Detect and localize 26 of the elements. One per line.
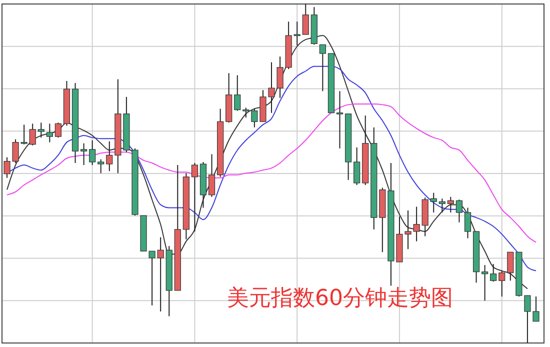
candlestick [507, 252, 514, 282]
candlestick [302, 4, 309, 36]
candlestick [464, 207, 472, 239]
candlestick [319, 44, 326, 92]
candlestick [234, 74, 241, 112]
candlestick [208, 154, 216, 198]
candlestick [157, 236, 164, 312]
candlestick [456, 199, 463, 223]
candlestick [354, 146, 360, 186]
candlestick [38, 122, 44, 138]
candlestick [46, 123, 53, 143]
candlestick [54, 122, 62, 138]
candlestick [242, 107, 250, 118]
candlestick [29, 123, 36, 146]
candlestick [106, 140, 113, 172]
candlestick [430, 192, 437, 213]
candlestick [482, 264, 488, 302]
candlestick [80, 142, 88, 166]
candlestick [336, 90, 344, 149]
candlestick [89, 140, 96, 166]
candlestick [447, 196, 454, 213]
candlestick [490, 264, 497, 282]
candlestick [191, 162, 198, 232]
text: 美元指数60分钟走势图 [227, 286, 453, 311]
candlestick [98, 158, 104, 174]
candlestick [438, 198, 446, 213]
